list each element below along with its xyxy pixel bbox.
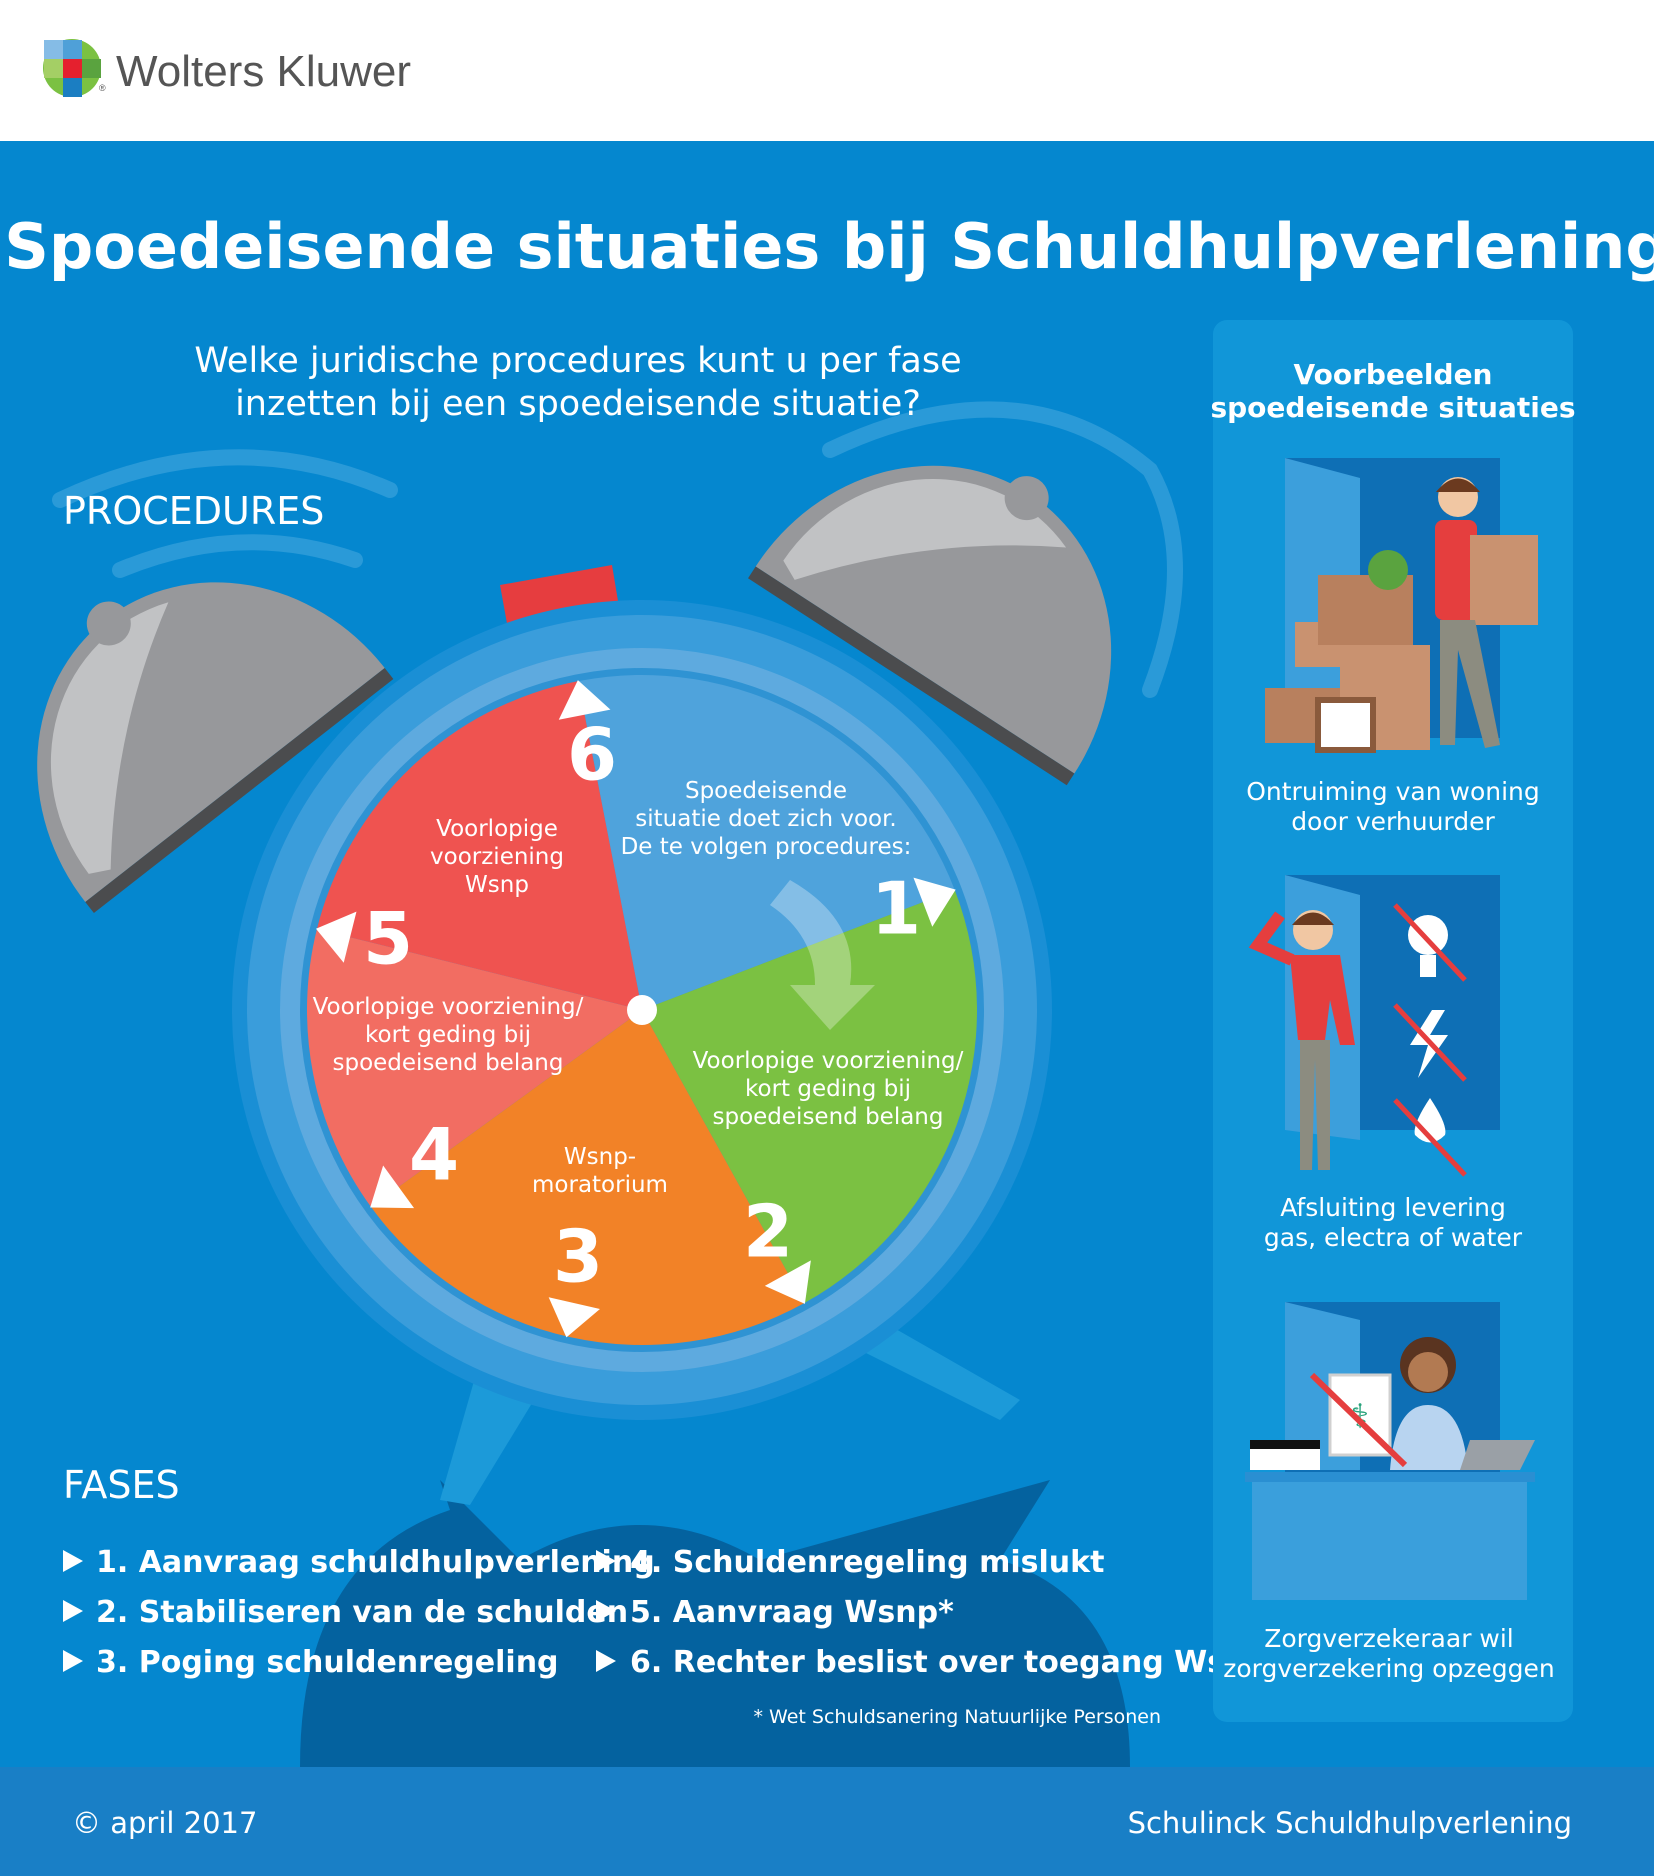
segment-red <box>316 681 642 1010</box>
footer-bar <box>0 1767 1654 1876</box>
segment-label-orange: Wsnp- <box>564 1144 636 1170</box>
fase-item: 6. Rechter beslist over toegang Wsnp* <box>596 1645 1284 1680</box>
footer-publisher: Schulinck Schuldhulpverlening <box>1128 1806 1572 1840</box>
brand-name: Wolters Kluwer <box>116 47 411 96</box>
fase-item: 5. Aanvraag Wsnp* <box>596 1595 954 1630</box>
fases-heading: FASES <box>63 1463 180 1507</box>
wolters-kluwer-logo: ® Wolters Kluwer <box>43 39 411 97</box>
clock-shadow <box>300 1480 1130 1767</box>
phase-marker-triangle <box>764 1260 811 1304</box>
segment-label-red: Wsnp <box>465 872 529 898</box>
svg-text:5. Aanvraag Wsnp*: 5. Aanvraag Wsnp* <box>630 1595 954 1630</box>
play-arrow-icon <box>596 1550 616 1572</box>
svg-text:3. Poging schuldenregeling: 3. Poging schuldenregeling <box>96 1645 559 1680</box>
segment-label-green: Voorlopige voorziening/ <box>693 1048 964 1074</box>
fase-item: 2. Stabiliseren van de schulden <box>63 1595 628 1630</box>
example-caption: Zorgverzekeraar wil <box>1264 1624 1514 1653</box>
fases-list: 1. Aanvraag schuldhulpverlening 2. Stabi… <box>63 1545 1284 1680</box>
segment-label-red: voorziening <box>430 844 564 870</box>
panel-heading: Voorbeelden <box>1293 358 1492 391</box>
subtitle-line: inzetten bij een spoedeisende situatie? <box>235 384 921 424</box>
svg-text:6. Rechter beslist over toegan: 6. Rechter beslist over toegang Wsnp* <box>630 1645 1284 1680</box>
segment-label-green: spoedeisend belang <box>713 1104 944 1130</box>
clock-leg-right <box>860 1320 1020 1420</box>
phase-marker-triangle <box>913 877 956 927</box>
lightbulb-icon <box>1408 915 1448 977</box>
health-insurance-cancel-illustration: ⚕ <box>1245 1302 1535 1600</box>
play-arrow-icon <box>596 1600 616 1622</box>
phase-number-6: 6 <box>567 713 617 797</box>
phase-number-2: 2 <box>743 1190 793 1274</box>
utilities-cut-off-illustration <box>1248 875 1500 1177</box>
fase-item: 3. Poging schuldenregeling <box>63 1645 559 1680</box>
page-title: Spoedeisende situaties bij Schuldhulpver… <box>4 210 1654 283</box>
moving-boxes-illustration <box>1265 458 1538 753</box>
segment-label-salmon: Voorlopige voorziening/ <box>313 994 584 1020</box>
header-bar <box>0 0 1654 141</box>
subtitle-line: Welke juridische procedures kunt u per f… <box>194 341 961 381</box>
phase-marker-triangle <box>548 1297 600 1338</box>
phase-number-4: 4 <box>409 1113 459 1197</box>
bell-left <box>37 582 394 914</box>
play-arrow-icon <box>63 1550 83 1572</box>
phase-number-3: 3 <box>553 1215 603 1299</box>
svg-text:4. Schuldenregeling mislukt: 4. Schuldenregeling mislukt <box>630 1545 1104 1580</box>
clockwise-arrow-icon <box>770 880 875 1030</box>
example-caption: gas, electra of water <box>1264 1223 1523 1252</box>
intro-line: situatie doet zich voor. <box>635 806 897 832</box>
clock <box>232 600 1052 1420</box>
footer-date: © april 2017 <box>72 1806 257 1840</box>
phase-marker-triangle <box>558 680 611 720</box>
segment-orange <box>370 1010 805 1345</box>
fase-item: 1. Aanvraag schuldhulpverlening <box>63 1545 655 1580</box>
clock-labels: Spoedeisende situatie doet zich voor. De… <box>313 778 964 1198</box>
svg-text:2. Stabiliseren van de schulde: 2. Stabiliseren van de schulden <box>96 1595 628 1630</box>
phase-number-5: 5 <box>363 897 413 981</box>
example-caption: Ontruiming van woning <box>1246 777 1540 806</box>
segment-intro <box>578 675 955 1010</box>
example-caption: Afsluiting levering <box>1280 1193 1506 1222</box>
example-caption: zorgverzekering opzeggen <box>1223 1654 1555 1683</box>
segment-label-salmon: kort geding bij <box>365 1022 531 1048</box>
bell-right <box>748 465 1112 786</box>
intro-line: De te volgen procedures: <box>621 834 912 860</box>
phase-numbers: 1 2 3 4 5 6 <box>363 713 921 1299</box>
clock-center-pin <box>627 995 657 1025</box>
segment-label-red: Voorlopige <box>436 816 558 842</box>
fase-item: 4. Schuldenregeling mislukt <box>596 1545 1104 1580</box>
intro-line: Spoedeisende <box>685 778 847 804</box>
segment-salmon <box>306 928 642 1207</box>
example-caption: door verhuurder <box>1291 807 1495 836</box>
play-arrow-icon <box>63 1650 83 1672</box>
play-arrow-icon <box>63 1600 83 1622</box>
svg-text:®: ® <box>99 83 106 93</box>
panel-heading: spoedeisende situaties <box>1210 391 1575 424</box>
clock-face-pie <box>306 675 977 1345</box>
segment-label-orange: moratorium <box>532 1172 668 1198</box>
procedures-heading: PROCEDURES <box>63 489 324 533</box>
svg-text:1. Aanvraag schuldhulpverlenin: 1. Aanvraag schuldhulpverlening <box>96 1545 655 1580</box>
segment-label-green: kort geding bij <box>745 1076 911 1102</box>
phase-number-1: 1 <box>871 867 921 951</box>
segment-label-salmon: spoedeisend belang <box>333 1050 564 1076</box>
phase-marker-triangle <box>370 1165 415 1209</box>
phase-marker-triangle <box>315 911 357 963</box>
segment-green <box>642 889 977 1303</box>
footnote: * Wet Schuldsanering Natuurlijke Persone… <box>754 1706 1162 1728</box>
phase-markers <box>315 680 956 1338</box>
play-arrow-icon <box>596 1650 616 1672</box>
